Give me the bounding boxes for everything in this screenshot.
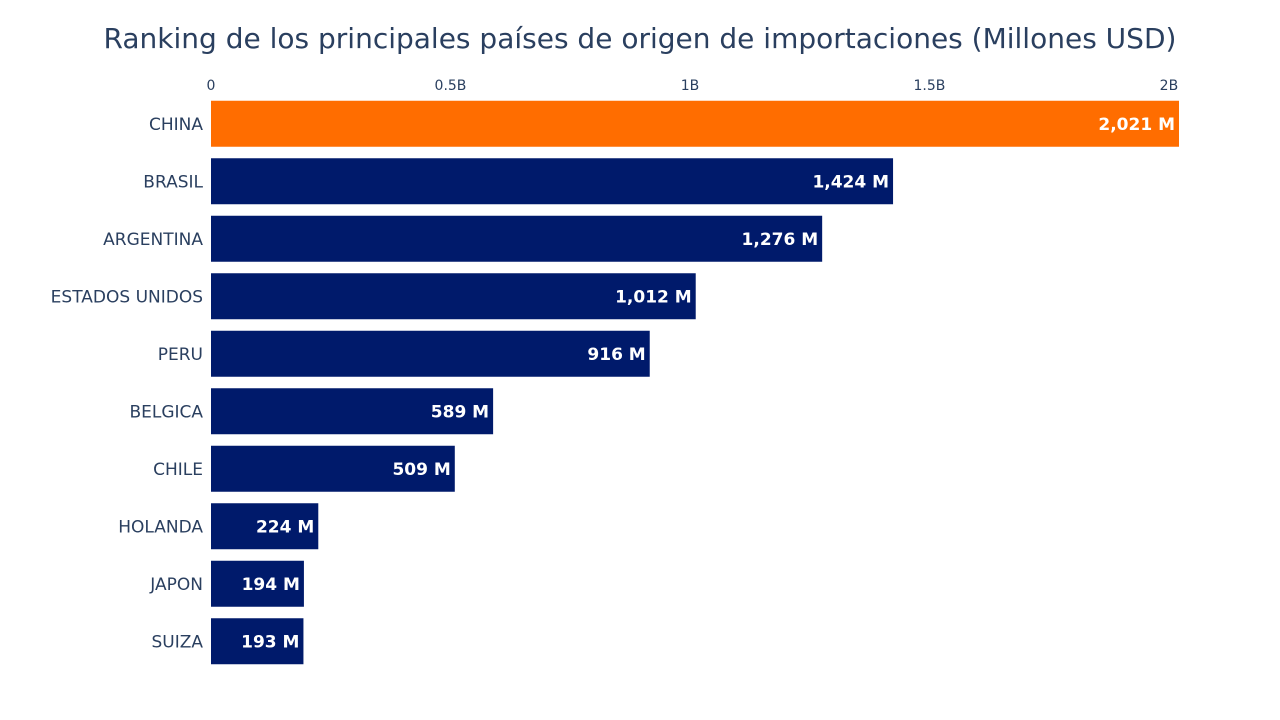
bar-china[interactable] — [211, 100, 1179, 147]
chart-title: Ranking de los principales países de ori… — [104, 22, 1177, 55]
data-label: 916 M — [587, 345, 645, 365]
data-label: 224 M — [256, 517, 314, 537]
category-label: BELGICA — [129, 402, 203, 422]
data-label: 1,424 M — [812, 172, 889, 192]
bar-peru[interactable] — [211, 330, 650, 377]
bar-argentina[interactable] — [211, 215, 823, 262]
category-label: PERU — [158, 345, 203, 365]
category-label: ARGENTINA — [103, 230, 203, 250]
data-label: 2,021 M — [1098, 115, 1175, 135]
data-label: 1,276 M — [742, 230, 819, 250]
y-axis: CHINA BRASIL ARGENTINA ESTADOS UNIDOS PERU BE… — [51, 115, 204, 653]
bar-suiza[interactable] — [211, 618, 304, 665]
data-labels: 2,021 M 1,424 M 1,276 M 1,012 M 916 M 589 M 50… — [241, 115, 1175, 653]
category-label: CHINA — [149, 115, 203, 135]
x-tick-label: 1B — [681, 78, 700, 94]
data-label: 509 M — [392, 460, 450, 480]
bar-holanda[interactable] — [211, 503, 319, 550]
bar-japon[interactable] — [211, 560, 304, 607]
category-label: ESTADOS UNIDOS — [51, 287, 203, 307]
x-tick-label: 2B — [1160, 78, 1179, 94]
bar-chile[interactable] — [211, 445, 455, 492]
category-label: BRASIL — [143, 172, 203, 192]
category-label: JAPON — [149, 575, 203, 595]
data-label: 194 M — [242, 575, 300, 595]
bar-brasil[interactable] — [211, 158, 894, 205]
data-label: 1,012 M — [615, 287, 692, 307]
data-label: 589 M — [431, 402, 489, 422]
x-tick-label: 0.5B — [435, 78, 467, 94]
x-axis: 0 0.5B 1B 1.5B 2B — [207, 78, 1179, 94]
category-label: CHILE — [153, 460, 203, 480]
bar-estados-unidos[interactable] — [211, 273, 696, 320]
data-label: 193 M — [241, 632, 299, 652]
category-label: HOLANDA — [118, 517, 203, 537]
bar-belgica[interactable] — [211, 388, 494, 435]
x-tick-label: 1.5B — [914, 78, 946, 94]
category-label: SUIZA — [151, 632, 203, 652]
bars — [211, 100, 1179, 665]
x-tick-label: 0 — [207, 78, 216, 94]
